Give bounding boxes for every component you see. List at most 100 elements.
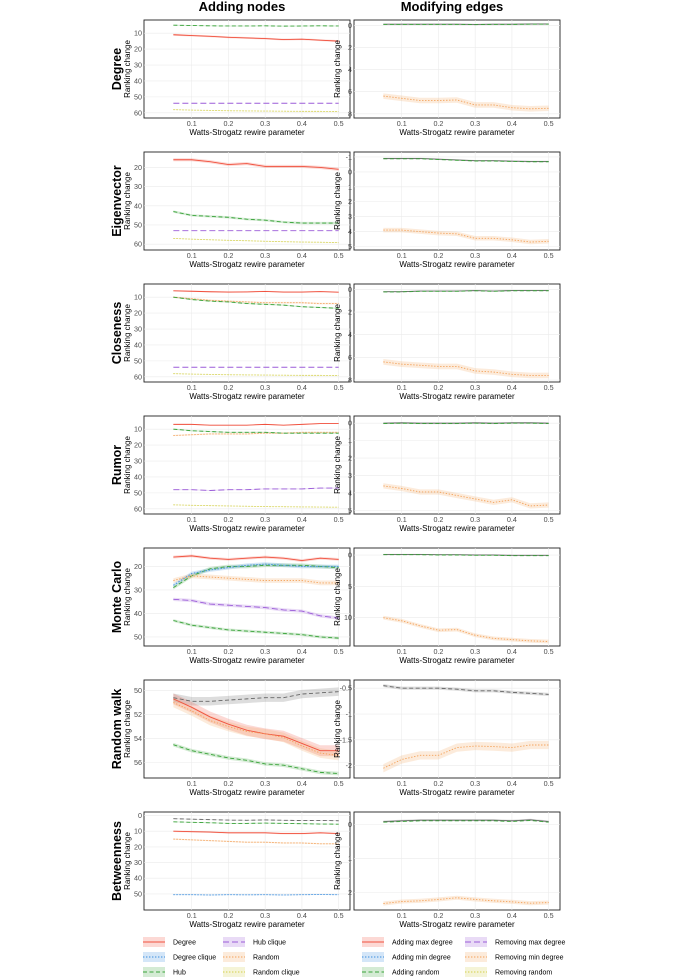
- series-band-3: [383, 615, 549, 644]
- x-tick-label: 0.5: [334, 383, 344, 392]
- series-line-4: [173, 109, 339, 112]
- y-tick-label: 2: [348, 454, 352, 463]
- x-tick-label: 0.1: [397, 911, 407, 920]
- panel-frame: [353, 283, 561, 383]
- y-tick-label: -1: [346, 710, 352, 719]
- y-tick-label: 10: [134, 29, 142, 38]
- x-tick-label: 0.5: [334, 779, 344, 788]
- series-band-2: [383, 684, 549, 696]
- series-line-3: [173, 428, 339, 434]
- legend-modifying-edges: Adding max degree Removing max degree Addi…: [362, 937, 566, 977]
- series-line-2: [173, 564, 339, 588]
- y-tick-label: 6: [348, 353, 352, 362]
- x-tick-label: 0.4: [507, 647, 517, 656]
- y-tick-label: 60: [134, 108, 142, 117]
- x-tick-label: 0.2: [223, 911, 233, 920]
- series-line-1: [383, 819, 549, 822]
- x-tick-label: 0.4: [507, 911, 517, 920]
- y-tick-label: 52: [134, 710, 142, 719]
- y-tick-label: 60: [134, 240, 142, 249]
- x-tick-label: 0.1: [397, 515, 407, 524]
- legend-swatch: [143, 967, 165, 977]
- gridlines: [354, 680, 560, 778]
- series-line-5: [173, 598, 339, 619]
- x-tick-label: 0.2: [223, 119, 233, 128]
- series-line-6: [173, 620, 339, 639]
- legend-swatch: [362, 952, 384, 962]
- y-tick-label: 2: [348, 197, 352, 206]
- series-line-2: [173, 821, 339, 825]
- series-line-2: [173, 211, 339, 224]
- y-tick-label: 4: [348, 65, 352, 74]
- column-title-adding-nodes: Adding nodes: [199, 0, 286, 14]
- series-line-1: [173, 34, 339, 42]
- legend-label: Hub clique: [253, 940, 286, 947]
- series-line-4: [173, 487, 339, 491]
- x-tick-label: 0.3: [470, 119, 480, 128]
- y-tick-label: 8: [348, 109, 352, 118]
- y-tick-label: 10: [134, 293, 142, 302]
- x-tick-label: 0.3: [260, 119, 270, 128]
- panel-frame: [143, 547, 351, 647]
- y-tick-label: 30: [134, 858, 142, 867]
- y-tick-label: 1: [348, 854, 352, 863]
- legend-label: Random clique: [253, 970, 300, 977]
- x-tick-label: 0.4: [297, 119, 307, 128]
- series-band-4: [173, 742, 339, 776]
- series-line-3: [383, 617, 549, 642]
- series-band-3: [383, 359, 549, 379]
- series-band-1: [383, 740, 549, 773]
- y-tick-label: 40: [134, 609, 142, 618]
- legend-item: Degree clique: [143, 952, 216, 962]
- x-tick-label: 0.4: [297, 515, 307, 524]
- y-tick-label: 3: [348, 212, 352, 221]
- x-axis-label: Watts-Strogatz rewire parameter: [399, 788, 515, 797]
- y-tick-label: 60: [134, 372, 142, 381]
- x-tick-label: 0.2: [433, 119, 443, 128]
- x-tick-label: 0.3: [470, 647, 480, 656]
- x-tick-label: 0.3: [470, 515, 480, 524]
- column-title-modifying-edges: Modifying edges: [401, 0, 504, 14]
- y-tick-label: 50: [134, 356, 142, 365]
- gridlines: [354, 812, 560, 910]
- y-tick-label: 2: [348, 888, 352, 897]
- gridlines: [144, 284, 350, 382]
- panel-4: -1 0 1 2 3 4 5 0.1 0.2 0.3 0.4 0.5 Watts-Strogatz re…: [333, 151, 561, 269]
- legend-item: Adding max degree: [362, 937, 453, 947]
- series-line-5: [173, 373, 339, 376]
- x-tick-label: 0.3: [260, 383, 270, 392]
- y-tick-label: 30: [134, 325, 142, 334]
- series-band-3: [383, 895, 549, 906]
- x-tick-label: 0.3: [470, 779, 480, 788]
- legend-swatch: [465, 952, 487, 962]
- series-line-5: [173, 504, 339, 508]
- x-tick-label: 0.2: [433, 647, 443, 656]
- series-line-1: [173, 290, 339, 293]
- legend-item: Hub: [143, 967, 186, 977]
- panel-2: 0 2 4 6 8 0.1 0.2 0.3 0.4 0.5 Watts-Strogatz rewir…: [333, 19, 561, 137]
- panel-frame: [143, 19, 351, 119]
- legend-label: Removing min degree: [495, 955, 564, 962]
- x-tick-label: 0.3: [260, 647, 270, 656]
- series-line-3: [383, 229, 549, 243]
- y-axis-label: Ranking change: [333, 832, 342, 890]
- y-tick-label: 50: [134, 686, 142, 695]
- x-tick-label: 0.4: [507, 383, 517, 392]
- x-tick-label: 0.1: [187, 647, 197, 656]
- series-line-2: [173, 296, 339, 304]
- x-tick-label: 0.4: [507, 779, 517, 788]
- row-label-closeness: Closeness: [110, 302, 124, 365]
- legend-item: Removing min degree: [465, 952, 564, 962]
- x-tick-label: 0.4: [507, 119, 517, 128]
- series-line-3: [173, 563, 339, 586]
- y-tick-label: 30: [134, 457, 142, 466]
- x-axis-label: Watts-Strogatz rewire parameter: [189, 920, 305, 929]
- x-tick-label: 0.3: [260, 251, 270, 260]
- x-axis-label: Watts-Strogatz rewire parameter: [189, 788, 305, 797]
- x-tick-label: 0.5: [544, 779, 554, 788]
- series-line-2: [383, 820, 549, 823]
